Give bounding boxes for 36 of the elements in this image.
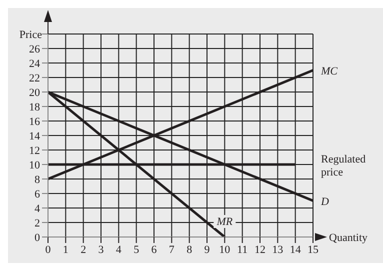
y-tick-label: 22 [29, 72, 40, 84]
y-axis-title: Price [19, 29, 42, 41]
y-tick-label: 26 [29, 43, 40, 56]
text: Regulated price [321, 154, 366, 178]
x-tick-label: 11 [237, 244, 248, 256]
x-tick-label: 10 [219, 244, 231, 256]
x-tick-label: 2 [80, 244, 86, 256]
series-label: MR [216, 216, 233, 228]
y-tick-label: 8 [34, 174, 40, 186]
y-tick-label: 2 [34, 217, 40, 230]
x-tick-label: 6 [151, 244, 158, 256]
x-tick-label: 9 [204, 244, 210, 256]
x-tick-label: 0 [45, 244, 52, 256]
x-tick-label: 7 [168, 244, 175, 256]
x-tick-label: 1 [62, 244, 68, 256]
x-tick-label: 15 [308, 244, 319, 256]
y-tick-label: 6 [34, 188, 40, 200]
series-label: MC [320, 65, 338, 78]
x-tick-label: 5 [134, 244, 140, 256]
x-tick-label: 4 [116, 244, 122, 256]
y-tick-label: 24 [29, 58, 40, 70]
x-tick-label: 14 [290, 244, 302, 256]
y-tick-label: 20 [29, 86, 40, 99]
y-tick-label: 0 [34, 232, 40, 244]
y-tick-label: 18 [29, 101, 40, 114]
y-tick-label: 14 [29, 130, 40, 142]
x-tick-label: 3 [98, 244, 104, 256]
x-tick-label: 13 [272, 244, 284, 256]
x-tick-label: 8 [186, 244, 193, 256]
series-label: D [320, 196, 329, 208]
y-tick-label: 4 [34, 202, 40, 215]
y-tick-label: 12 [29, 144, 40, 157]
y-tick-label: 16 [29, 116, 40, 128]
x-axis-title: Quantity [329, 232, 368, 244]
y-tick-label: 10 [29, 159, 40, 172]
x-tick-label: 12 [254, 244, 266, 256]
